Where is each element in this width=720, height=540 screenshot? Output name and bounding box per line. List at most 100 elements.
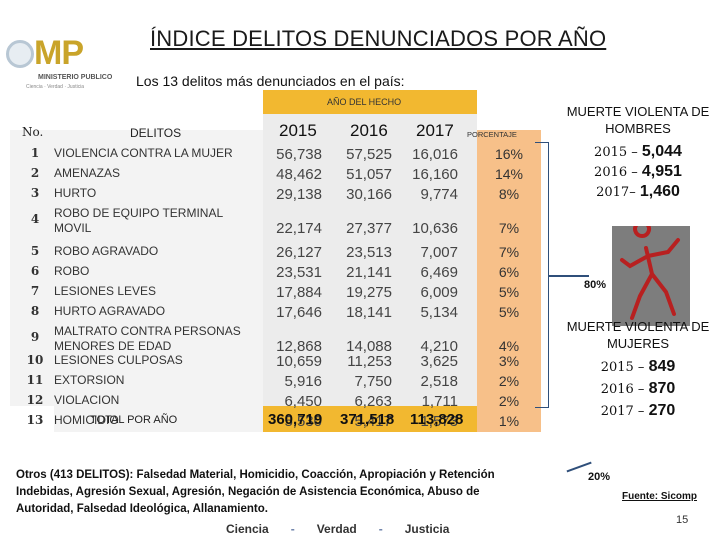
coat-of-arms-icon [6, 40, 34, 68]
row-percentage: 7% [498, 244, 520, 260]
row-percentage: 6% [498, 264, 520, 280]
row-percentage: 1% [498, 413, 520, 429]
header-year-2015: 2015 [279, 121, 317, 140]
total-2016: 371,518 [340, 411, 395, 428]
row-value-2016: 6,263 [354, 393, 392, 410]
row-value-2017: 6,009 [420, 284, 458, 301]
row-number: 11 [26, 373, 44, 387]
row-value-2016: 27,377 [346, 220, 392, 237]
row-value-2015: 29,138 [276, 186, 322, 203]
total-2015: 360,719 [268, 411, 323, 428]
row-value-2017: 1,711 [421, 393, 458, 410]
row-number: 9 [30, 330, 40, 344]
row-value-2016: 30,166 [346, 186, 392, 203]
row-value-2017: 10,636 [412, 220, 458, 237]
row-value-2015: 26,127 [276, 244, 322, 261]
total-label: TOTAL POR AÑO [90, 414, 178, 426]
row-value-2015: 5,530 [284, 413, 322, 430]
row-value-2015: 10,659 [276, 353, 322, 370]
total-2017: 113,828 [410, 411, 464, 428]
row-percentage: 5% [498, 284, 520, 300]
row-value-2016: 57,525 [346, 146, 392, 163]
row-delito: EXTORSION [54, 373, 125, 387]
crime-scene-photo [612, 226, 690, 326]
row-number: 5 [30, 244, 40, 258]
row-percentage: 8% [498, 186, 520, 202]
row-value-2015: 56,738 [276, 146, 322, 163]
men-stat-2017: 2017– 1,460 [596, 183, 680, 200]
row-value-2017: 16,016 [412, 146, 458, 163]
row-delito: ROBO DE EQUIPO TERMINAL MOVIL [54, 206, 223, 235]
row-delito: VIOLENCIA CONTRA LA MUJER [54, 146, 233, 160]
women-percentage: 20% [588, 471, 611, 483]
row-value-2016: 18,141 [346, 304, 392, 321]
row-delito: ROBO AGRAVADO [54, 244, 159, 258]
source-note: Fuente: Sicomp [622, 491, 698, 502]
ministerio-publico-logo: MP MINISTERIO PUBLICO Ciencia · Verdad ·… [4, 34, 116, 100]
women-heading: MUERTE VIOLENTA DE MUJERES [566, 319, 710, 351]
women-stat-2016: 2016 – 870 [600, 380, 676, 397]
row-value-2017: 9,774 [420, 186, 458, 203]
women-stat-2017: 2017 – 270 [600, 402, 676, 419]
row-delito: LESIONES LEVES [54, 284, 157, 298]
page-title: ÍNDICE DELITOS DENUNCIADOS POR AÑO [150, 26, 607, 51]
row-value-2016: 11,253 [347, 353, 392, 370]
row-value-2015: 22,174 [276, 220, 322, 237]
row-percentage: 7% [498, 220, 520, 236]
row-value-2017: 1,573 [420, 413, 458, 430]
row-value-2016: 7,750 [354, 373, 392, 390]
row-value-2017: 6,469 [420, 264, 458, 281]
logo-tagline: Ciencia · Verdad · Justicia [26, 84, 85, 90]
row-value-2017: 3,625 [420, 353, 458, 370]
row-value-2015: 23,531 [276, 264, 322, 281]
row-number: 13 [26, 413, 44, 427]
header-year-2016: 2016 [350, 121, 388, 140]
row-value-2015: 17,884 [276, 284, 322, 301]
other-crimes-note: Otros (413 DELITOS): Falsedad Material, … [16, 469, 495, 515]
row-number: 4 [30, 212, 40, 226]
logo-name: MINISTERIO PUBLICO [38, 74, 113, 81]
row-delito: HURTO [54, 186, 97, 200]
row-percentage: 14% [494, 166, 524, 182]
row-number: 6 [30, 264, 40, 278]
header-year-2017: 2017 [416, 121, 454, 140]
header-delitos: DELITOS [130, 126, 182, 140]
row-value-2016: 51,057 [346, 166, 392, 183]
body-outline-icon [612, 226, 690, 326]
row-value-2015: 48,462 [276, 166, 322, 183]
row-percentage: 2% [498, 373, 520, 389]
row-delito: ROBO [54, 264, 90, 278]
row-value-2015: 12,868 [276, 338, 322, 355]
row-delito: HOMICIDIO [54, 413, 119, 427]
men-percentage: 80% [584, 279, 607, 291]
men-heading: MUERTE VIOLENTA DE HOMBRES [566, 104, 710, 136]
connector-line [549, 275, 589, 277]
row-delito: LESIONES CULPOSAS [54, 353, 183, 367]
bracket-connector [535, 142, 549, 408]
row-value-2016: 14,088 [346, 338, 392, 355]
row-delito: MALTRATO CONTRA PERSONAS MENORES DE EDAD [54, 324, 241, 353]
intro-text: Los 13 delitos más denunciados en el paí… [136, 73, 405, 89]
row-number: 2 [30, 166, 40, 180]
row-value-2015: 6,450 [284, 393, 322, 410]
row-percentage: 2% [498, 393, 520, 409]
men-stat-2016: 2016 – 4,951 [594, 163, 682, 180]
row-percentage: 16% [494, 146, 524, 162]
year-group-header: AÑO DEL HECHO [263, 90, 477, 114]
men-panel: MUERTE VIOLENTA DE HOMBRES 2015 – 5,044 … [556, 103, 720, 201]
header-no: No. [22, 125, 44, 139]
row-value-2016: 23,513 [346, 244, 392, 261]
header-porcentaje: PORCENTAJE [467, 130, 517, 139]
row-value-2016: 5,417 [354, 413, 392, 430]
row-number: 7 [30, 284, 40, 298]
row-delito: AMENAZAS [54, 166, 121, 180]
page-number: 15 [676, 514, 689, 526]
row-percentage: 5% [498, 304, 520, 320]
row-value-2016: 21,141 [346, 264, 392, 281]
row-percentage: 4% [498, 338, 520, 354]
women-stat-2015: 2015 – 849 [600, 358, 676, 375]
row-value-2017: 5,134 [420, 304, 458, 321]
row-delito: HURTO AGRAVADO [54, 304, 166, 318]
row-value-2017: 2,518 [420, 373, 458, 390]
row-number: 8 [30, 304, 40, 318]
